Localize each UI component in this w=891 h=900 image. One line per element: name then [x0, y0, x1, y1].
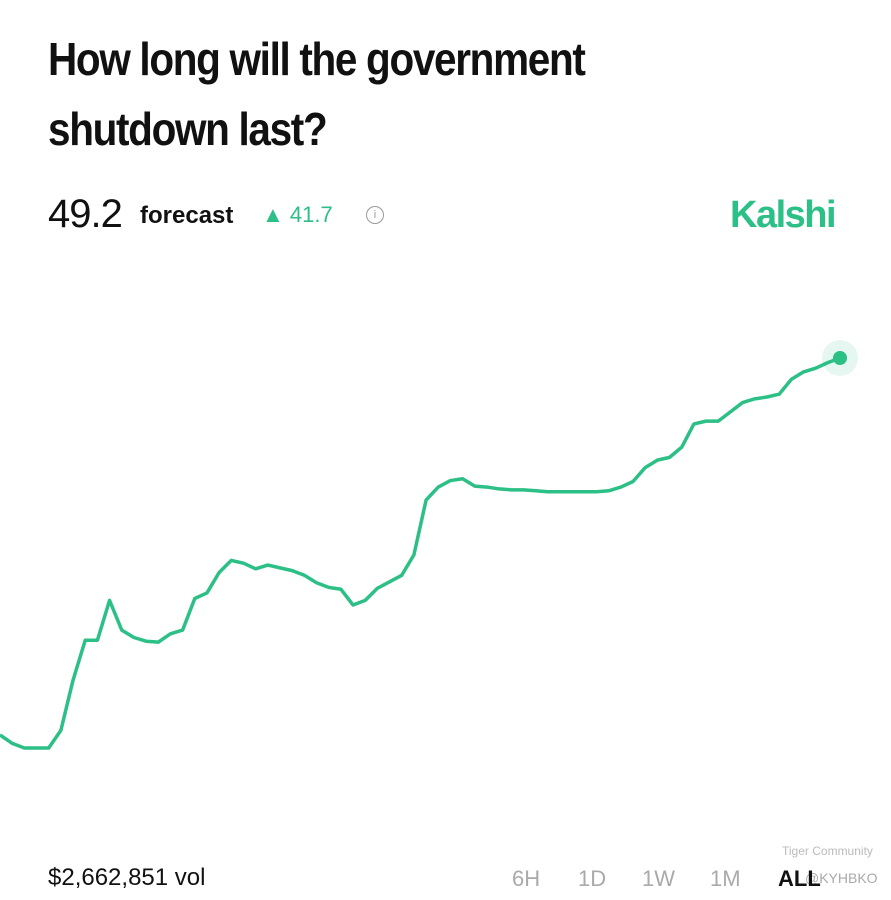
forecast-label: forecast: [140, 202, 234, 229]
watermark-user: @KYHBKO: [805, 870, 878, 886]
range-button[interactable]: ALL: [778, 866, 821, 891]
change-value: 41.7: [289, 202, 333, 227]
range-button[interactable]: 1D: [578, 866, 607, 891]
volume: $2,662,851 vol: [48, 864, 206, 891]
range-button[interactable]: 1W: [642, 866, 675, 891]
brand: Kalshi: [730, 194, 837, 236]
line: [0, 356, 841, 750]
end-point: [833, 351, 847, 365]
watermark-brand: Tiger Community: [782, 844, 873, 858]
range-button[interactable]: 6H: [512, 866, 541, 891]
info-icon[interactable]: i: [366, 206, 384, 224]
range-button[interactable]: 1M: [710, 866, 741, 891]
forecast-value: 49.2: [48, 192, 123, 236]
change: ▲ 41.7: [262, 202, 333, 227]
title: How long will the government shutdown la…: [48, 33, 586, 155]
